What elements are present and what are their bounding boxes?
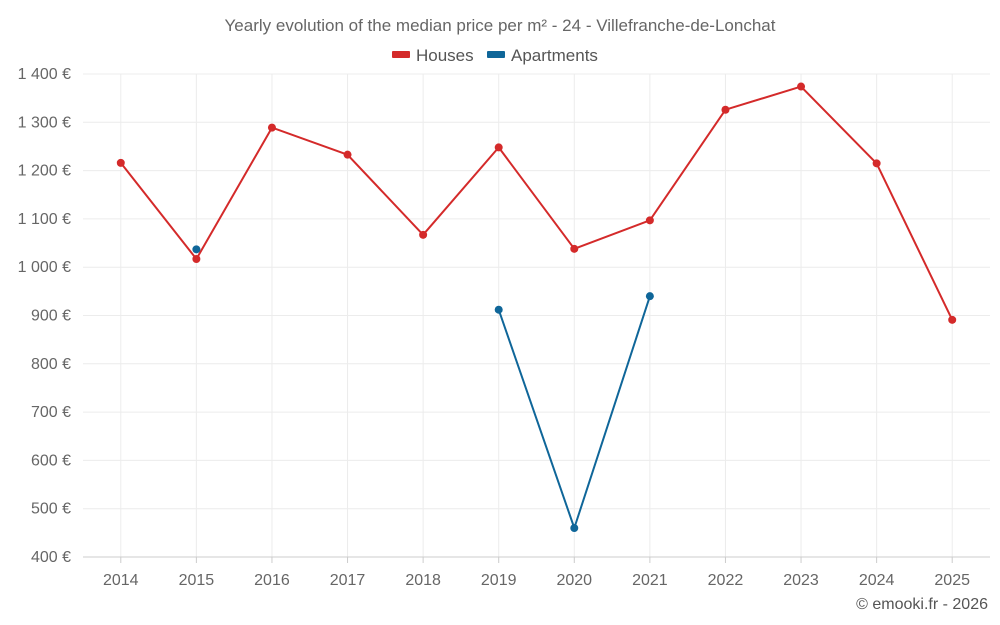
grid: [83, 73, 990, 557]
x-tick-label: 2018: [405, 572, 441, 589]
data-point-houses[interactable]: [116, 158, 125, 167]
data-point-houses[interactable]: [343, 150, 352, 159]
data-point-houses[interactable]: [267, 123, 276, 132]
data-point-apartments[interactable]: [192, 245, 201, 254]
credit-text: © emooki.fr - 2026: [856, 596, 988, 613]
x-tick-label: 2016: [254, 572, 290, 589]
legend-swatch-houses: [392, 51, 410, 58]
y-tick-label: 1 300 €: [18, 114, 71, 131]
data-point-houses[interactable]: [872, 159, 881, 168]
data-point-apartments[interactable]: [645, 292, 654, 301]
data-point-houses[interactable]: [192, 254, 201, 263]
legend-item-apartments[interactable]: Apartments: [487, 46, 598, 65]
x-tick-label: 2017: [330, 572, 366, 589]
x-tick-label: 2019: [481, 572, 517, 589]
x-tick-label: 2025: [934, 572, 970, 589]
y-tick-label: 700 €: [31, 404, 71, 421]
y-tick-label: 1 200 €: [18, 163, 71, 180]
series-line-houses: [120, 85, 954, 321]
data-point-houses[interactable]: [570, 244, 579, 253]
legend-label-houses: Houses: [416, 46, 474, 65]
data-point-houses[interactable]: [948, 315, 957, 324]
data-point-houses[interactable]: [419, 230, 428, 239]
x-tick-label: 2022: [708, 572, 744, 589]
y-tick-label: 400 €: [31, 549, 71, 566]
y-tick-label: 900 €: [31, 308, 71, 325]
legend-item-houses[interactable]: Houses: [392, 46, 474, 65]
data-point-apartments[interactable]: [570, 524, 579, 533]
y-tick-label: 1 100 €: [18, 211, 71, 228]
legend: Houses Apartments: [392, 46, 598, 65]
data-point-houses[interactable]: [645, 216, 654, 225]
x-tick-label: 2024: [859, 572, 895, 589]
data-point-houses[interactable]: [494, 143, 503, 152]
y-tick-label: 600 €: [31, 452, 71, 469]
legend-swatch-apartments: [487, 51, 505, 58]
y-tick-label: 500 €: [31, 501, 71, 518]
data-point-apartments[interactable]: [494, 305, 503, 314]
x-tick-label: 2021: [632, 572, 668, 589]
axes: 400 € 500 € 600 € 700 € 800 € 900 € 1 000 € 1 1…: [18, 66, 990, 589]
y-tick-label: 1 000 €: [18, 259, 71, 276]
x-tick-label: 2015: [179, 572, 215, 589]
y-tick-label: 1 400 €: [18, 66, 71, 83]
x-tick-label: 2014: [103, 572, 139, 589]
data-point-houses[interactable]: [721, 105, 730, 114]
x-tick-label: 2020: [556, 572, 592, 589]
x-tick-label: 2023: [783, 572, 819, 589]
y-tick-label: 800 €: [31, 356, 71, 373]
series: [116, 82, 957, 533]
data-point-houses[interactable]: [797, 82, 806, 91]
chart-title: Yearly evolution of the median price per…: [225, 16, 776, 35]
legend-label-apartments: Apartments: [511, 46, 598, 65]
